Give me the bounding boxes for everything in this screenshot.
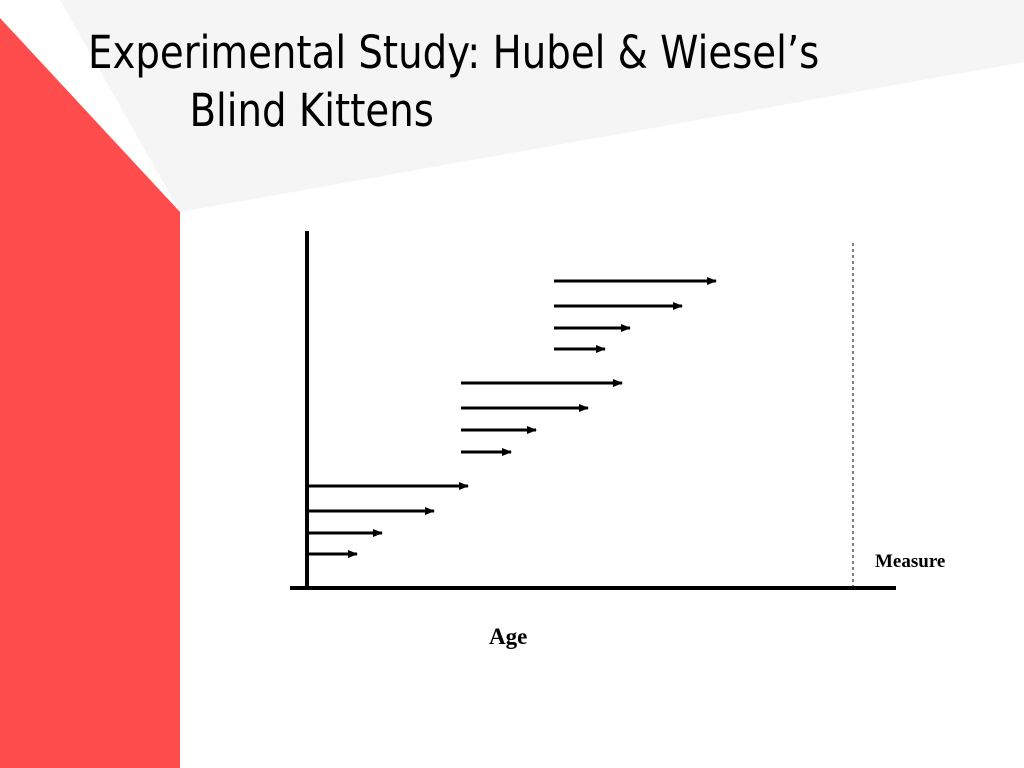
red-side-wedge: [0, 18, 180, 768]
x-axis-label: Age: [489, 624, 527, 649]
measure-label: Measure: [875, 551, 945, 572]
arrow-group-2: [461, 379, 623, 456]
slide-title: Experimental Study: Hubel & Wiesel’s Bli…: [88, 24, 879, 140]
header-band: [60, 0, 1024, 212]
title-line-2: Blind Kittens: [189, 84, 434, 137]
arrow-group-1: [308, 482, 469, 558]
arrow-group-3: [554, 277, 717, 353]
title-line-1: Experimental Study: Hubel & Wiesel’s: [88, 26, 820, 79]
